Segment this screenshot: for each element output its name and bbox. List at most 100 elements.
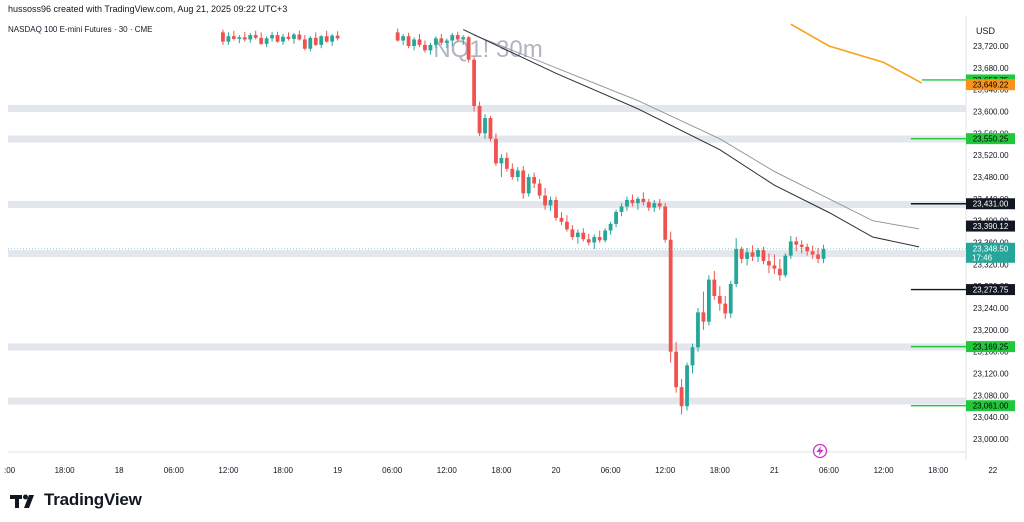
candle[interactable] xyxy=(679,378,684,415)
candle[interactable] xyxy=(750,245,755,262)
candle[interactable] xyxy=(745,247,749,266)
candle[interactable] xyxy=(526,173,531,197)
candle[interactable] xyxy=(444,38,449,49)
support-resistance-zone[interactable] xyxy=(8,104,966,112)
price-level-badge[interactable] xyxy=(966,284,1015,296)
candle[interactable] xyxy=(674,341,679,393)
candle[interactable] xyxy=(685,362,689,411)
candle[interactable] xyxy=(603,228,608,243)
candle[interactable] xyxy=(504,152,509,172)
price-level-badge[interactable] xyxy=(966,79,1015,91)
candle[interactable] xyxy=(772,254,777,275)
candle[interactable] xyxy=(663,203,668,243)
currency-label[interactable]: USD xyxy=(976,26,996,36)
candle[interactable] xyxy=(324,30,329,43)
candle[interactable] xyxy=(439,33,444,45)
ma-orange-line[interactable] xyxy=(790,23,923,84)
candle[interactable] xyxy=(690,343,695,374)
candle[interactable] xyxy=(728,280,733,318)
price-level-badge[interactable] xyxy=(966,220,1015,232)
candle[interactable] xyxy=(483,114,487,139)
candle[interactable] xyxy=(810,245,815,259)
candle[interactable] xyxy=(821,244,826,264)
candle[interactable] xyxy=(641,192,646,206)
support-resistance-zone[interactable] xyxy=(8,201,966,209)
candle[interactable] xyxy=(313,32,318,46)
candle[interactable] xyxy=(477,101,482,137)
candle[interactable] xyxy=(554,196,558,221)
candle[interactable] xyxy=(657,198,662,210)
lightning-alert-icon[interactable] xyxy=(812,443,828,459)
candle[interactable] xyxy=(466,36,471,63)
candle[interactable] xyxy=(696,308,700,352)
candle[interactable] xyxy=(455,31,460,42)
candle[interactable] xyxy=(302,35,307,51)
candle[interactable] xyxy=(417,33,422,48)
candle[interactable] xyxy=(597,230,602,243)
candle[interactable] xyxy=(625,196,629,211)
candle[interactable] xyxy=(515,167,520,182)
candle[interactable] xyxy=(767,253,771,274)
candle[interactable] xyxy=(739,246,744,264)
candle[interactable] xyxy=(242,31,247,42)
candle[interactable] xyxy=(717,286,722,311)
support-resistance-zone[interactable] xyxy=(8,250,966,258)
candle[interactable] xyxy=(816,247,820,264)
candle[interactable] xyxy=(630,194,635,207)
candle[interactable] xyxy=(335,31,340,41)
candle[interactable] xyxy=(231,30,236,41)
candle[interactable] xyxy=(619,203,624,217)
candle[interactable] xyxy=(488,115,493,142)
candle[interactable] xyxy=(281,33,285,45)
support-resistance-zone[interactable] xyxy=(8,397,966,405)
candle[interactable] xyxy=(805,243,810,256)
candle[interactable] xyxy=(565,215,569,232)
support-resistance-zone[interactable] xyxy=(8,343,966,351)
candle[interactable] xyxy=(433,36,438,49)
candle[interactable] xyxy=(510,163,515,180)
candle[interactable] xyxy=(799,240,804,254)
candle[interactable] xyxy=(734,238,739,288)
candle[interactable] xyxy=(226,32,231,45)
candle[interactable] xyxy=(548,196,553,211)
candle[interactable] xyxy=(723,295,728,319)
candle[interactable] xyxy=(788,235,793,259)
candle[interactable] xyxy=(297,30,302,41)
candle[interactable] xyxy=(264,36,269,48)
candle[interactable] xyxy=(428,42,433,55)
candle[interactable] xyxy=(292,32,296,44)
candle[interactable] xyxy=(794,237,799,252)
candle[interactable] xyxy=(423,40,427,53)
candle[interactable] xyxy=(319,35,324,49)
candle[interactable] xyxy=(712,270,717,300)
candle[interactable] xyxy=(614,209,618,228)
candle[interactable] xyxy=(237,35,242,44)
candle[interactable] xyxy=(783,253,788,278)
candle[interactable] xyxy=(499,154,504,177)
candle[interactable] xyxy=(395,28,400,42)
candle[interactable] xyxy=(286,32,291,41)
candle[interactable] xyxy=(668,231,673,363)
candle[interactable] xyxy=(308,36,313,52)
candle[interactable] xyxy=(532,172,537,188)
candle[interactable] xyxy=(275,31,280,43)
candle[interactable] xyxy=(777,258,782,281)
candle[interactable] xyxy=(559,211,564,226)
candle[interactable] xyxy=(543,187,547,210)
candle[interactable] xyxy=(248,32,253,43)
candle[interactable] xyxy=(586,233,591,246)
candle[interactable] xyxy=(406,32,411,49)
candle[interactable] xyxy=(761,246,766,265)
price-level-badge[interactable] xyxy=(966,133,1015,145)
candle[interactable] xyxy=(537,179,542,199)
last-price-badge[interactable] xyxy=(966,242,1015,263)
candle[interactable] xyxy=(581,228,586,242)
candle[interactable] xyxy=(472,56,476,112)
candle[interactable] xyxy=(652,199,657,212)
candle[interactable] xyxy=(259,32,264,45)
tradingview-brand[interactable]: TradingView xyxy=(10,490,142,510)
candle[interactable] xyxy=(636,196,640,210)
candle[interactable] xyxy=(221,29,225,45)
candle[interactable] xyxy=(570,225,575,240)
